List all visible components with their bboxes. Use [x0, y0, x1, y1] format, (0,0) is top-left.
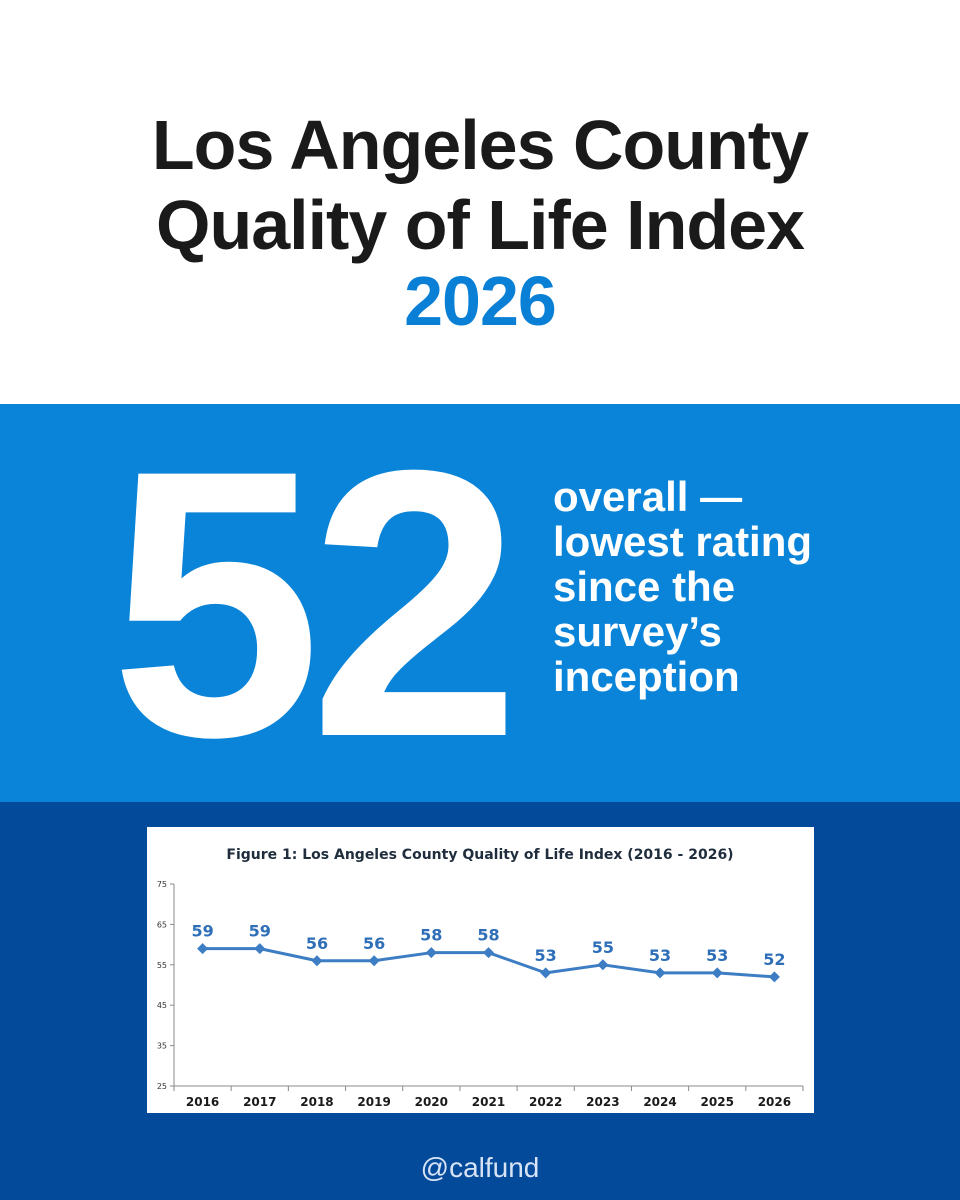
- x-tick-label: 2023: [586, 1095, 619, 1109]
- y-tick-label: 55: [157, 961, 167, 970]
- stat-caption: overall — lowest rating since the survey…: [553, 474, 953, 699]
- chart-section: Figure 1: Los Angeles County Quality of …: [0, 802, 960, 1200]
- x-tick-label: 2019: [357, 1095, 390, 1109]
- data-point: [711, 967, 723, 979]
- chart-axes: 25 35 45 55 65 75 2016 2017 2018 2019 2020 2021 2022…: [157, 880, 804, 1109]
- x-tick-label: 2024: [643, 1095, 676, 1109]
- y-tick-label: 75: [157, 880, 167, 889]
- stat-caption-line: inception: [553, 653, 740, 700]
- data-label: 53: [649, 946, 671, 965]
- data-point: [425, 947, 437, 959]
- x-tick-label: 2022: [529, 1095, 562, 1109]
- title-section: Los Angeles County Quality of Life Index…: [0, 0, 960, 404]
- data-label: 53: [535, 946, 557, 965]
- stat-caption-line: survey’s: [553, 608, 722, 655]
- x-tick-label: 2020: [415, 1095, 448, 1109]
- x-tick-label: 2026: [758, 1095, 791, 1109]
- x-tick-label: 2021: [472, 1095, 505, 1109]
- data-label: 55: [592, 938, 614, 957]
- data-point: [654, 967, 666, 979]
- stat-caption-line: lowest rating: [553, 518, 813, 565]
- stat-section: 52 overall — lowest rating since the sur…: [0, 404, 960, 802]
- data-label: 58: [420, 926, 442, 945]
- data-label: 53: [706, 946, 728, 965]
- title-line-2: Quality of Life Index: [156, 186, 805, 264]
- social-handle: @calfund: [420, 1152, 540, 1183]
- title-year: 2026: [404, 262, 557, 340]
- y-tick-label: 45: [157, 1001, 167, 1010]
- data-point: [540, 967, 552, 979]
- stat-caption-line: since the: [553, 563, 736, 610]
- x-tick-label: 2025: [701, 1095, 734, 1109]
- data-point: [368, 955, 380, 967]
- x-tick-label: 2018: [300, 1095, 333, 1109]
- data-label: 56: [306, 934, 328, 953]
- data-point: [254, 943, 266, 955]
- y-tick-label: 25: [157, 1082, 167, 1091]
- chart-panel: Figure 1: Los Angeles County Quality of …: [147, 827, 814, 1113]
- stat-caption-line: overall —: [553, 473, 743, 520]
- data-point: [311, 955, 323, 967]
- data-point: [597, 959, 609, 971]
- line-chart: Figure 1: Los Angeles County Quality of …: [157, 847, 804, 1109]
- data-point: [197, 943, 209, 955]
- x-tick-label: 2016: [186, 1095, 219, 1109]
- data-label: 52: [763, 950, 785, 969]
- data-label: 59: [191, 922, 213, 941]
- y-tick-label: 65: [157, 920, 167, 929]
- title-line-1: Los Angeles County: [151, 106, 809, 184]
- data-point: [768, 971, 780, 983]
- data-label: 56: [363, 934, 385, 953]
- data-label: 59: [249, 922, 271, 941]
- overall-score: 52: [110, 391, 521, 816]
- y-tick-label: 35: [157, 1042, 167, 1051]
- data-point: [483, 947, 494, 959]
- chart-title: Figure 1: Los Angeles County Quality of …: [226, 847, 733, 863]
- data-label: 58: [477, 926, 499, 945]
- chart-marks: 59 59 56 56 58 58 53 55 53 53 52: [191, 922, 786, 983]
- x-tick-label: 2017: [243, 1095, 276, 1109]
